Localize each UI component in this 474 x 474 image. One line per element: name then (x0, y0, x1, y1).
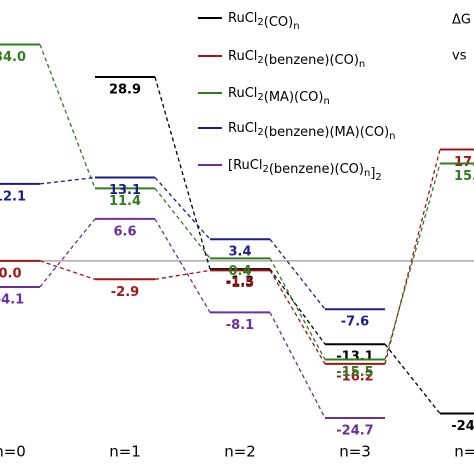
value-label: -4.1 (0, 292, 24, 307)
value-label: 0.4 (228, 264, 251, 279)
category-label: n=2 (224, 443, 256, 461)
legend-label: RuCl2(benzene)(CO)n (228, 49, 365, 71)
value-label: -7.6 (341, 315, 369, 330)
value-label: -24.7 (336, 424, 373, 439)
connector (384, 149, 441, 365)
value-label: -8.1 (226, 318, 254, 333)
category-label: n=3 (339, 443, 371, 461)
value-label: 6.6 (113, 224, 136, 239)
legend-label: RuCl2(benzene)(MA)(CO)n (228, 121, 396, 143)
connector (384, 343, 441, 414)
value-label: -24.0 (451, 419, 474, 434)
connector (269, 270, 326, 365)
value-label: -16.2 (336, 369, 373, 384)
category-label: n=1 (109, 443, 141, 461)
connector (39, 218, 96, 288)
value-label: 34.0 (0, 50, 26, 65)
annotation: vs (452, 49, 467, 64)
value-label: 3.4 (228, 245, 251, 260)
value-label: 0.0 (0, 266, 22, 281)
connector (39, 176, 96, 185)
value-label: 15.3 (454, 169, 474, 184)
connector (154, 177, 211, 240)
connector (269, 258, 326, 360)
connector (154, 218, 211, 313)
connector (154, 76, 211, 270)
value-label: 28.9 (109, 82, 141, 97)
value-label: -1.5 (226, 276, 254, 291)
connector (269, 268, 326, 345)
connector (39, 44, 96, 189)
connector (384, 163, 441, 360)
value-label: -1.3 (226, 275, 254, 290)
category-label: n=0 (0, 443, 26, 461)
connector (269, 312, 326, 419)
value-label: -2.9 (111, 285, 139, 300)
legend-label: [RuCl2(benzene)(CO)n]2 (228, 158, 382, 184)
connector (269, 238, 326, 310)
category-label: n=4 (454, 443, 474, 461)
value-label: 12.1 (0, 189, 26, 204)
annotation: ΔG (452, 13, 471, 28)
connector (39, 260, 96, 280)
connector (154, 269, 211, 280)
value-label: 11.4 (109, 194, 141, 209)
value-label: 13.1 (109, 183, 141, 198)
value-label: -15.5 (336, 365, 373, 380)
connector (154, 187, 211, 259)
value-label: -13.1 (336, 350, 373, 365)
legend-label: RuCl2(CO)n (228, 11, 300, 33)
legend-label: RuCl2(MA)(CO)n (228, 86, 330, 108)
